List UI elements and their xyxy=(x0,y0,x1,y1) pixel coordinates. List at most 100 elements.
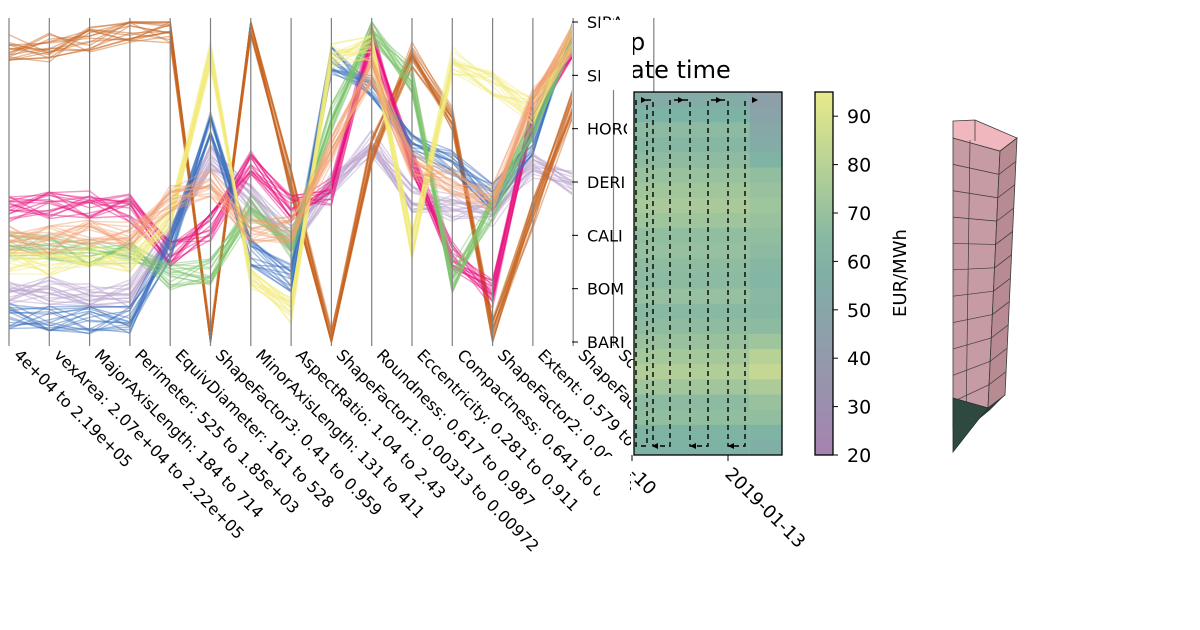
title-mask xyxy=(600,20,633,90)
colorbar-tick-label: 70 xyxy=(847,203,871,225)
heatmap-cell xyxy=(749,122,782,138)
bar-grid-line xyxy=(952,337,992,350)
pc-right-mask xyxy=(627,0,637,360)
heatmap-cell xyxy=(749,213,782,229)
heatmap-cell xyxy=(634,303,750,320)
heatmap-cell xyxy=(634,394,750,411)
heatmap-cell xyxy=(749,137,782,153)
heatmap-cell xyxy=(634,364,750,380)
bar-grid-line xyxy=(952,360,991,376)
heatmap-cell xyxy=(634,439,750,456)
colorbar xyxy=(814,91,834,456)
heatmap-cell xyxy=(749,379,782,395)
bar-grid-line xyxy=(994,254,1012,269)
bar-grid-line xyxy=(965,139,971,421)
heatmap-cell xyxy=(749,394,782,411)
bar-grid-line xyxy=(952,267,995,271)
arrow-head xyxy=(690,443,696,449)
class-tick-label: DERI xyxy=(587,173,625,192)
heatmap-cell xyxy=(749,182,782,199)
heatmap-cell xyxy=(634,258,750,274)
bar-grid-line xyxy=(992,301,1010,315)
bar-grid-line xyxy=(998,161,1017,175)
heatmap-cell xyxy=(634,213,750,229)
heatmap-cell xyxy=(749,152,782,169)
bar-grid-line xyxy=(952,190,998,199)
heatmap-cell xyxy=(749,439,782,456)
colorbar-tick-label: 60 xyxy=(847,251,871,273)
colorbar-tick-label: 20 xyxy=(847,445,871,467)
heatmap-cell xyxy=(634,379,750,395)
heatmap-cell xyxy=(634,107,750,123)
arrow-head xyxy=(652,443,658,449)
colorbar-tick-label: 50 xyxy=(847,300,871,322)
bar-grid-line xyxy=(952,216,997,222)
heatmap-cell xyxy=(634,273,750,290)
bar-grid-line xyxy=(988,371,1007,385)
heatmap-cell xyxy=(749,243,782,259)
heatmap-cell xyxy=(634,288,750,305)
heatmap-cell xyxy=(749,409,782,426)
heatmap-cell xyxy=(749,424,782,441)
bar-grid-line xyxy=(952,164,999,175)
heatmap-title-line: p xyxy=(630,28,645,56)
bar-grid-line xyxy=(952,384,990,402)
heatmap-cell xyxy=(749,334,782,350)
arrow-head xyxy=(641,97,647,103)
bar-grid-line xyxy=(997,184,1016,199)
parallel-coordinates-chart: SIRASEKEHORODERICALIBOMBARI4e+04 to 2.19… xyxy=(8,0,702,630)
bar-grid-line xyxy=(989,347,1008,362)
bar-base-side xyxy=(978,395,1005,420)
bar-top-face xyxy=(952,119,1018,152)
heatmap-cell xyxy=(749,288,782,305)
bar-grid-line xyxy=(991,324,1009,339)
colorbar-tick-label: 40 xyxy=(847,348,871,370)
heatmap-cell xyxy=(634,197,750,214)
bar-grid-line xyxy=(995,231,1013,245)
heatmap-cell xyxy=(749,228,782,244)
heatmap-cell xyxy=(749,349,782,365)
heatmap-cell xyxy=(749,197,782,214)
heatmap-cell xyxy=(634,152,750,169)
heatmap-cell xyxy=(749,167,782,184)
heatmap-title-line: ate time xyxy=(630,56,731,84)
heatmap-cell xyxy=(749,273,782,290)
xlabel-mask xyxy=(600,456,630,586)
heatmap-cell xyxy=(634,182,750,199)
heatmap-cell xyxy=(634,137,750,153)
colorbar-tick-label: 80 xyxy=(847,155,871,177)
class-tick-label: CALI xyxy=(587,226,623,245)
heatmap-cell xyxy=(749,364,782,380)
3d-bar-chart xyxy=(952,119,1018,454)
class-tick-label: BARI xyxy=(587,333,625,352)
heatmap-frame xyxy=(633,91,783,456)
dashed-path xyxy=(635,99,746,447)
heatmap-cell xyxy=(749,92,782,108)
colorbar-label: EUR/MWh xyxy=(890,229,911,317)
heatmap-cell xyxy=(634,318,750,335)
arrow-head xyxy=(678,97,684,103)
heatmap-cell xyxy=(634,122,750,138)
heatmap-cell xyxy=(634,228,750,244)
heatmap-cell xyxy=(634,92,750,108)
heatmap-cell xyxy=(634,349,750,365)
heatmap-cell xyxy=(634,334,750,350)
arrow-head xyxy=(716,97,722,103)
heatmap-cell xyxy=(749,303,782,320)
heatmap-cell xyxy=(749,258,782,274)
bar-grid-line xyxy=(952,314,993,323)
colorbar-tick-label: 30 xyxy=(847,397,871,419)
bar-grid-line xyxy=(996,207,1014,222)
heatmap-cell xyxy=(634,243,750,259)
heatmap-cell xyxy=(634,409,750,426)
bar-grid-line xyxy=(952,243,996,245)
arrow-head xyxy=(752,97,758,103)
x-tick-label: 2019-01-13 xyxy=(720,464,809,553)
heatmap-cell xyxy=(749,318,782,335)
bar-grid-line xyxy=(952,290,994,297)
class-tick-label: HORO xyxy=(587,120,635,139)
arrow-head xyxy=(728,443,734,449)
class-tick-label: BOM xyxy=(587,280,624,299)
colorbar-tick-label: 90 xyxy=(847,106,871,128)
